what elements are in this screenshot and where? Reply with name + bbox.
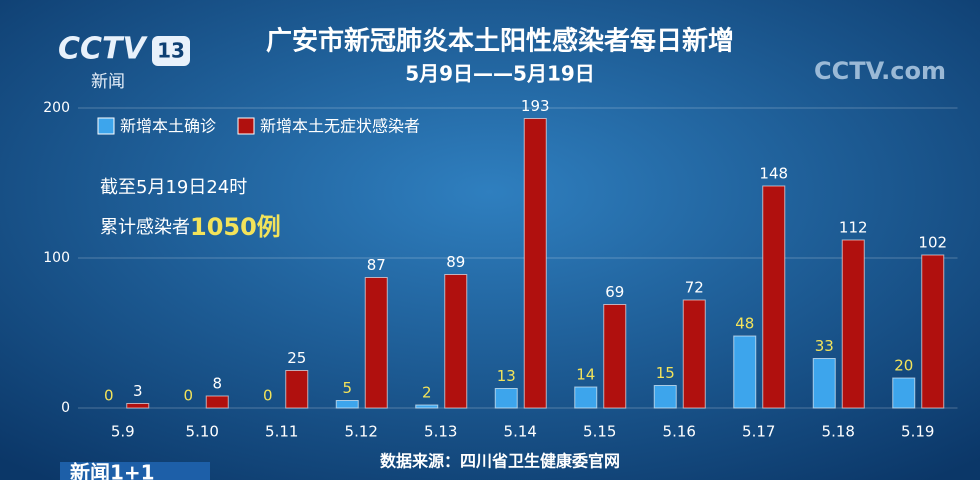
bar — [285, 370, 309, 409]
chart-title: 广安市新冠肺炎本土阳性感染者每日新增 — [266, 26, 734, 57]
channel-number: 13 — [157, 39, 185, 63]
bar — [415, 404, 439, 409]
annotation-cutoff: 截至5月19日24时 — [100, 177, 247, 198]
channel-logo: CCTV — [58, 32, 148, 67]
value-label: 3 — [133, 382, 143, 400]
x-tick-label: 5.19 — [901, 423, 934, 441]
value-label: 69 — [605, 283, 624, 301]
value-label: 8 — [212, 375, 222, 393]
x-tick-label: 5.18 — [822, 423, 855, 441]
x-tick-label: 5.9 — [111, 423, 135, 441]
bar — [682, 299, 706, 409]
x-tick-label: 5.10 — [186, 423, 219, 441]
bar — [444, 274, 468, 409]
x-tick-label: 5.13 — [424, 423, 457, 441]
value-label: 13 — [497, 367, 516, 385]
bar — [812, 358, 836, 409]
x-tick-label: 5.14 — [504, 423, 537, 441]
value-label: 5 — [342, 379, 352, 397]
x-tick-label: 5.17 — [742, 423, 775, 441]
legend-swatch — [97, 117, 115, 135]
value-label: 87 — [367, 256, 386, 274]
value-label: 20 — [894, 357, 913, 375]
value-label: 148 — [759, 165, 788, 183]
chart-subtitle: 5月9日——5月19日 — [405, 62, 595, 86]
show-logo: 新闻1+1 — [70, 461, 155, 480]
bar — [921, 254, 945, 409]
x-tick-label: 5.12 — [345, 423, 378, 441]
y-tick-label: 200 — [43, 100, 70, 116]
bar — [892, 377, 916, 409]
annotation-total: 累计感染者1050例 — [100, 213, 281, 241]
value-label: 0 — [104, 387, 114, 405]
program-logo: 新闻 — [91, 72, 125, 92]
show-badge — [60, 462, 210, 480]
x-tick-label: 5.16 — [663, 423, 696, 441]
bar — [603, 304, 627, 409]
bar — [364, 277, 388, 409]
bar — [335, 400, 359, 409]
total-label: 累计感染者 — [100, 217, 190, 238]
value-label: 193 — [521, 97, 550, 115]
bar — [653, 385, 677, 409]
bar — [841, 239, 865, 409]
source: 数据来源：四川省卫生健康委官网 — [380, 452, 620, 471]
value-label: 0 — [183, 387, 193, 405]
y-tick-label: 100 — [43, 250, 70, 266]
legend-label: 新增本土确诊 — [120, 117, 216, 136]
legend-label: 新增本土无症状感染者 — [260, 117, 420, 136]
value-label: 33 — [815, 337, 834, 355]
value-label: 15 — [656, 364, 675, 382]
x-tick-label: 5.11 — [265, 423, 298, 441]
value-label: 72 — [685, 279, 704, 297]
bar — [574, 386, 598, 409]
channel-badge — [152, 36, 190, 66]
bar — [494, 388, 518, 409]
x-tick-label: 5.15 — [583, 423, 616, 441]
value-label: 89 — [446, 253, 465, 271]
value-label: 0 — [263, 387, 273, 405]
bar — [205, 395, 229, 409]
bar — [523, 118, 547, 409]
legend-swatch — [237, 117, 255, 135]
value-label: 14 — [576, 366, 595, 384]
value-label: 48 — [735, 315, 754, 333]
value-label: 2 — [422, 384, 432, 402]
value-label: 102 — [918, 234, 947, 252]
value-label: 25 — [287, 349, 306, 367]
bar — [126, 403, 150, 409]
bar — [733, 335, 757, 409]
total-value: 1050例 — [190, 213, 281, 241]
y-tick-label: 0 — [61, 400, 70, 416]
bar — [762, 185, 786, 409]
web-logo: CCTV.com — [814, 57, 946, 85]
value-label: 112 — [839, 219, 868, 237]
